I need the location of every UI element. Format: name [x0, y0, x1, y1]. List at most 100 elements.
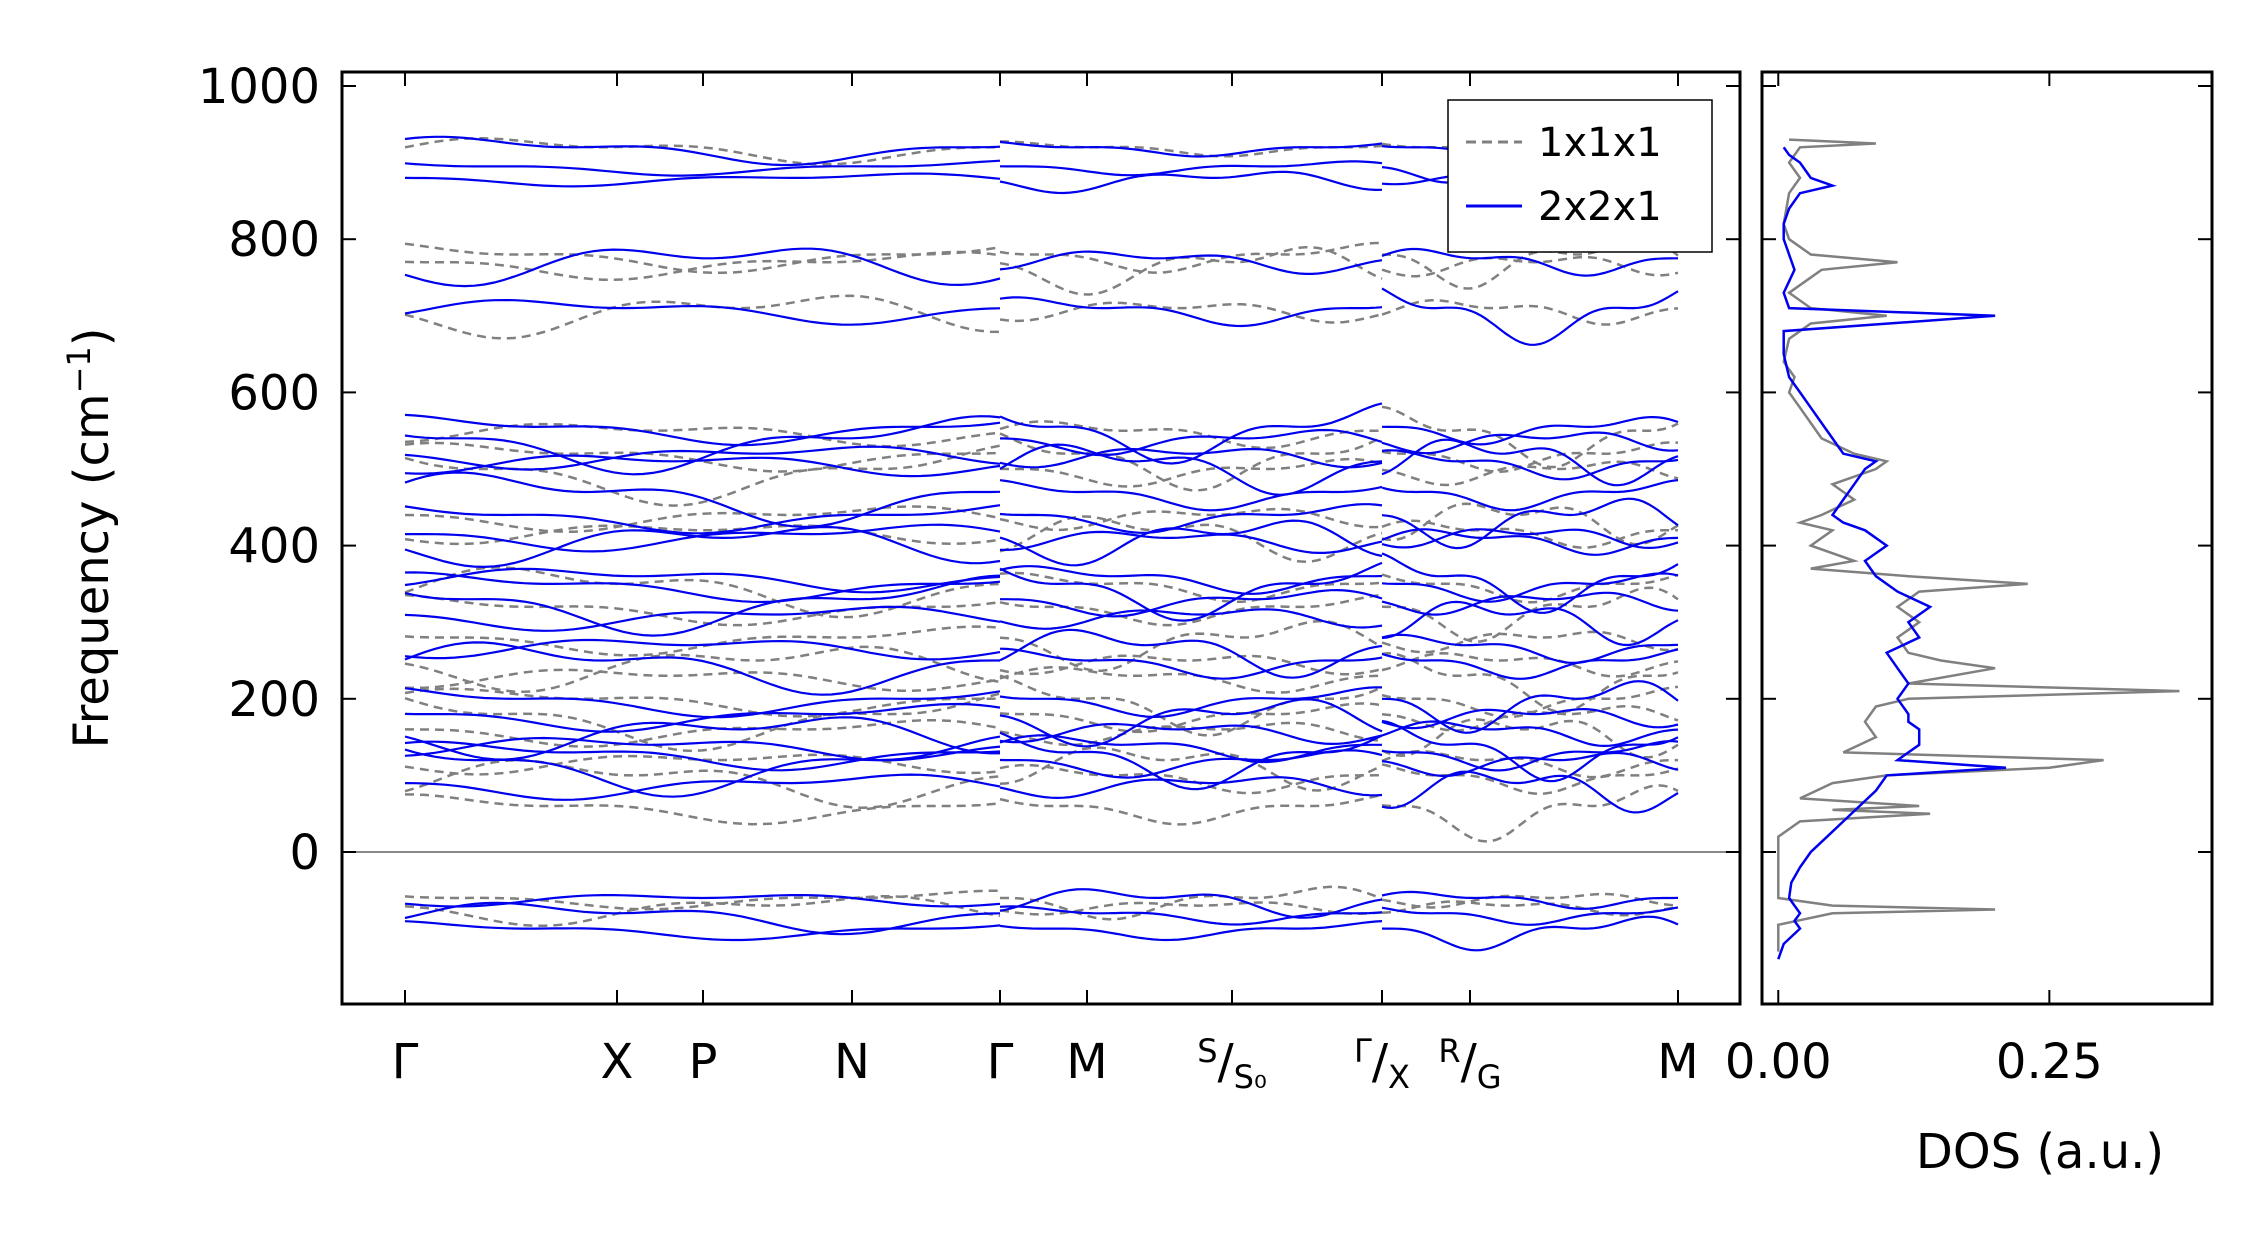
- band-curve-2x2x1: [999, 443, 1383, 496]
- band-curve-2x2x1: [404, 641, 1000, 696]
- band-curve-2x2x1: [999, 296, 1383, 328]
- band-curve-2x2x1: [404, 702, 1001, 733]
- band-curve-1x1x1: [999, 901, 1383, 916]
- band-curve-2x2x1: [404, 413, 1001, 447]
- dos-x-tick-label: 0.00: [1725, 1034, 1832, 1090]
- band-curve-2x2x1: [999, 402, 1383, 465]
- band-y-tick-label: 800: [228, 212, 320, 268]
- band-curve-2x2x1: [404, 901, 1001, 936]
- band-curve-1x1x1: [999, 507, 1383, 532]
- band-curve-2x2x1: [1381, 906, 1679, 926]
- dos-curve-2x2x1: [1777, 146, 2007, 960]
- band-curve-2x2x1: [405, 523, 1001, 553]
- band-curve-2x2x1: [999, 160, 1383, 177]
- band-curve-1x1x1: [404, 250, 1001, 282]
- band-curve-1x1x1: [999, 721, 1383, 747]
- band-y-tick-label: 400: [228, 519, 320, 575]
- band-curve-2x2x1: [1381, 707, 1679, 730]
- band-curve-2x2x1: [1381, 720, 1679, 748]
- dos-y-ticks: [1762, 85, 2212, 853]
- band-curve-1x1x1: [999, 571, 1383, 604]
- band-curve-2x2x1: [999, 749, 1383, 779]
- band-curve-1x1x1: [404, 422, 1001, 448]
- band-curve-2x2x1: [1381, 751, 1679, 778]
- band-curve-2x2x1: [404, 571, 1001, 604]
- band-curve-2x2x1: [999, 686, 1383, 719]
- band-curve-2x2x1: [999, 170, 1383, 195]
- band-curve-1x1x1: [1381, 784, 1679, 843]
- band-curve-2x2x1: [1381, 600, 1679, 647]
- band-curve-1x1x1: [404, 753, 1001, 776]
- kpoint-label: R/G: [1438, 1032, 1501, 1096]
- dos-lines: [1777, 138, 2180, 960]
- band-curve-1x1x1: [999, 301, 1383, 324]
- band-curve-1x1x1: [405, 718, 1001, 748]
- band-curve-1x1x1: [1381, 749, 1678, 779]
- band-curve-1x1x1: [404, 444, 1001, 507]
- kpoint-label: M: [1066, 1034, 1107, 1090]
- band-curve-1x1x1: [404, 645, 1001, 694]
- band-curve-1x1x1: [1381, 441, 1679, 473]
- legend-label-1x1x1: 1x1x1: [1538, 120, 1662, 166]
- band-lines: [404, 135, 1679, 952]
- band-curve-2x2x1: [999, 888, 1383, 919]
- band-curve-2x2x1: [404, 504, 1001, 535]
- band-curve-2x2x1: [1381, 528, 1679, 556]
- band-curve-1x1x1: [1381, 892, 1679, 909]
- band-curve-2x2x1: [404, 920, 1001, 942]
- band-curve-2x2x1: [404, 172, 1001, 188]
- legend-box: [1447, 99, 1713, 253]
- band-curve-2x2x1: [1381, 438, 1679, 487]
- band-curve-2x2x1: [404, 574, 1001, 637]
- band-curve-1x1x1: [999, 420, 1382, 450]
- band-curve-1x1x1: [999, 432, 1383, 492]
- kpoint-label: P: [689, 1034, 718, 1090]
- band-curve-2x2x1: [1381, 479, 1679, 512]
- band-curve-2x2x1: [1381, 648, 1679, 680]
- band-curve-2x2x1: [404, 471, 1001, 529]
- band-curve-2x2x1: [999, 920, 1383, 942]
- band-curve-1x1x1: [1381, 255, 1679, 278]
- legend: 1x1x1 2x2x1: [1447, 99, 1713, 253]
- band-panel-frame: [340, 70, 1742, 1006]
- dos-panel: 0.00 0.25 DOS (a.u.): [1725, 70, 2214, 1180]
- band-curve-2x2x1: [1382, 915, 1679, 952]
- band-curve-1x1x1: [404, 137, 1000, 166]
- band-curve-2x2x1: [999, 448, 1383, 469]
- band-curve-1x1x1: [404, 668, 1001, 693]
- band-curve-1x1x1: [999, 746, 1383, 792]
- band-curve-2x2x1: [1381, 528, 1679, 550]
- band-curve-1x1x1: [1381, 573, 1679, 604]
- dos-x-tick-label: 0.25: [1996, 1034, 2103, 1090]
- band-curve-1x1x1: [1000, 885, 1383, 921]
- band-curve-2x2x1: [404, 687, 1001, 719]
- band-curve-2x2x1: [999, 503, 1383, 534]
- kpoint-label: Γ: [987, 1034, 1014, 1090]
- band-curve-2x2x1: [999, 519, 1383, 567]
- band-curve-2x2x1: [404, 454, 1001, 478]
- band-curve-2x2x1: [1381, 449, 1679, 481]
- band-curve-1x1x1: [1381, 519, 1679, 549]
- band-curve-2x2x1: [404, 773, 1001, 801]
- band-curve-2x2x1: [999, 561, 1383, 622]
- band-curve-2x2x1: [999, 734, 1382, 764]
- kpoint-label: N: [834, 1034, 870, 1090]
- band-kpoint-ticks: Γ X P N Γ M S/S₀Γ/XR/G M: [392, 72, 1699, 1096]
- band-y-tick-label: 1000: [198, 59, 320, 115]
- band-curve-2x2x1: [1381, 680, 1679, 734]
- band-curve-2x2x1: [999, 722, 1383, 746]
- y-axis-label: Frequency (cm−1): [60, 327, 120, 748]
- band-curve-2x2x1: [999, 628, 1383, 679]
- band-curve-2x2x1: [404, 735, 1001, 798]
- band-curve-1x1x1: [999, 793, 1383, 826]
- band-curve-2x2x1: [1381, 719, 1679, 783]
- band-curve-2x2x1: [1381, 497, 1679, 550]
- band-curve-2x2x1: [1381, 431, 1679, 455]
- band-curve-2x2x1: [404, 638, 1001, 661]
- band-curve-2x2x1: [999, 776, 1383, 800]
- band-y-tick-label: 200: [228, 672, 320, 728]
- band-curve-2x2x1: [999, 479, 1383, 512]
